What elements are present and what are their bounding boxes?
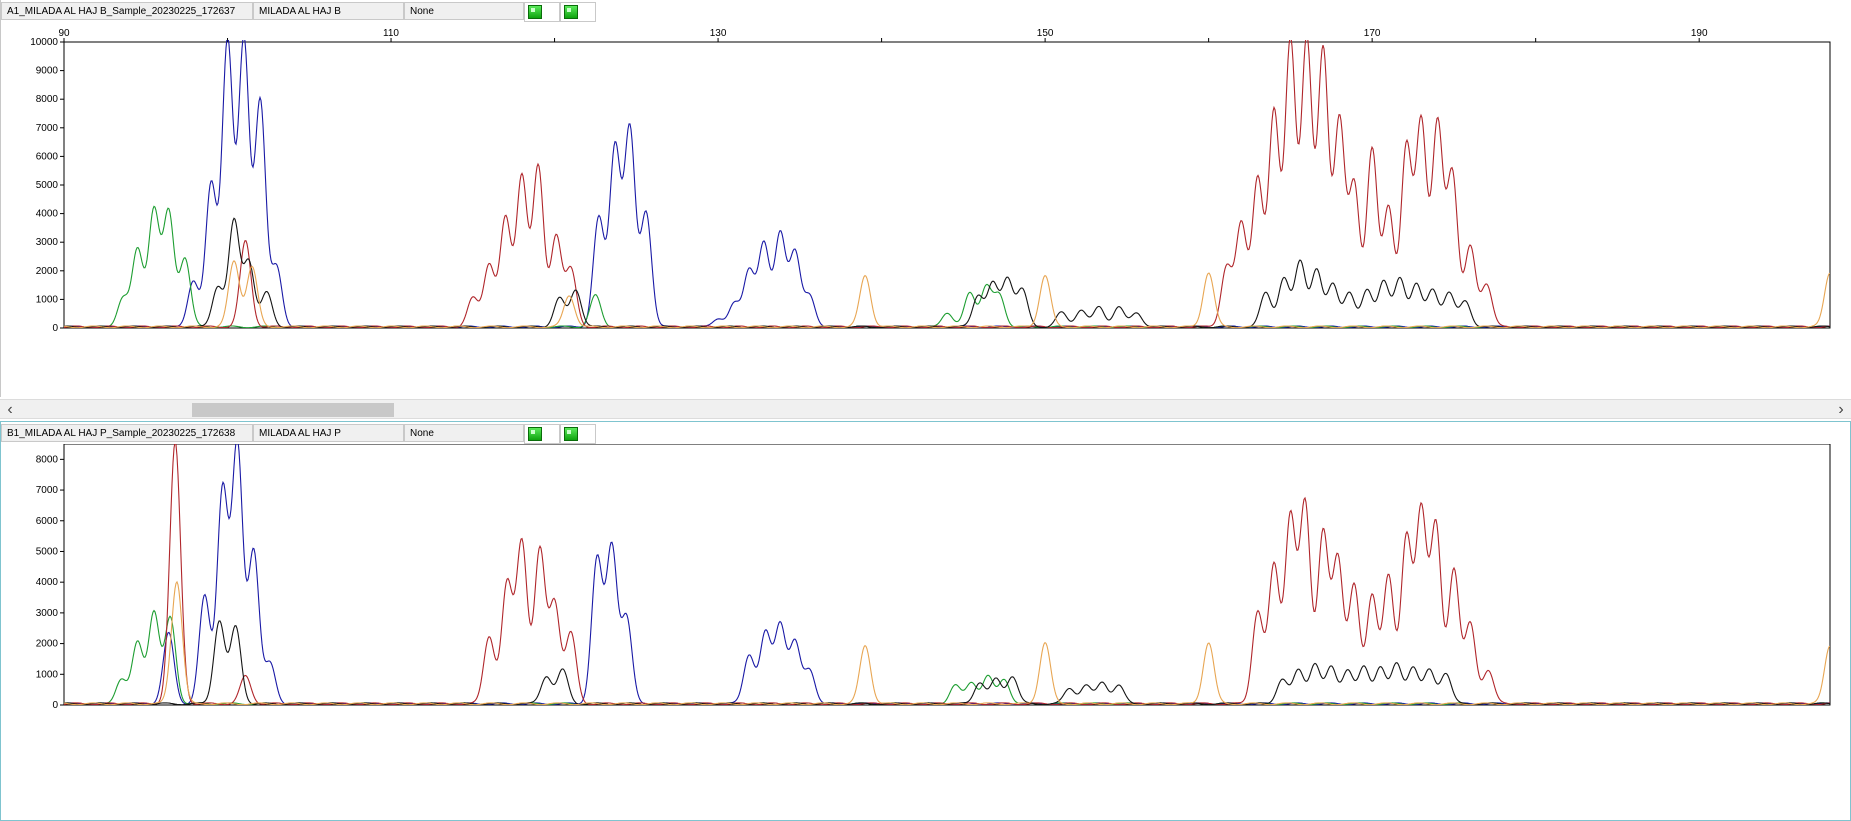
allele-quality-button[interactable] (560, 424, 596, 444)
sample-file-name[interactable]: A1_MILADA AL HAJ B_Sample_20230225_17263… (1, 2, 253, 20)
allele-quality-button[interactable] (560, 2, 596, 22)
plot-frame (63, 444, 1831, 706)
y-tick-label: 7000 (36, 485, 59, 496)
x-axis: 90 110 130 150 170 190 (58, 28, 1708, 42)
dye-trace-blue (64, 40, 1830, 328)
dye-trace-black (64, 620, 1830, 705)
dye-trace-black (64, 217, 1830, 328)
panel-name[interactable]: None (404, 424, 524, 442)
dye-trace-green (64, 609, 1830, 705)
y-tick-label: 10000 (30, 37, 58, 48)
electropherogram-plot[interactable]: 90 110 130 150 170 190 0 1000 2000 3000 4000 5000 60… (1, 22, 1851, 397)
sample-header: B1_MILADA AL HAJ P_Sample_20230225_17263… (1, 422, 601, 444)
y-tick-label: 0 (52, 700, 58, 711)
y-tick-label: 0 (52, 323, 58, 334)
scroll-right-icon[interactable]: › (1838, 401, 1844, 418)
y-tick-label: 2000 (36, 266, 59, 277)
green-square-icon (564, 427, 578, 441)
dye-trace-blue (64, 444, 1830, 705)
x-tick-label: 170 (1364, 28, 1381, 39)
x-tick-label: 130 (710, 28, 727, 39)
plot-frame (63, 41, 1831, 329)
sample-name[interactable]: MILADA AL HAJ B (253, 2, 404, 20)
y-axis: 0 1000 2000 3000 4000 5000 6000 7000 8000 (36, 454, 64, 711)
y-tick-label: 8000 (36, 94, 59, 105)
x-tick-label: 110 (383, 28, 399, 39)
dye-trace-orange (64, 259, 1830, 328)
y-tick-label: 1000 (36, 294, 59, 305)
y-tick-label: 3000 (36, 237, 59, 248)
y-tick-label: 9000 (36, 66, 59, 77)
y-tick-label: 5000 (36, 546, 59, 557)
sizing-quality-button[interactable] (524, 424, 560, 444)
y-tick-label: 2000 (36, 639, 59, 650)
y-tick-label: 5000 (36, 180, 59, 191)
y-tick-label: 4000 (36, 209, 59, 220)
sample-header: A1_MILADA AL HAJ B_Sample_20230225_17263… (1, 0, 601, 22)
y-axis: 0 1000 2000 3000 4000 5000 6000 7000 8000 9000 100… (30, 37, 64, 334)
electropherogram-plot[interactable]: 9011013015017019001000200030004000500060… (1, 444, 1850, 820)
y-tick-label: 7000 (36, 123, 59, 134)
scrollbar-thumb[interactable] (192, 403, 394, 417)
horizontal-scrollbar[interactable]: ‹ › (0, 399, 1851, 419)
green-square-icon (528, 427, 542, 441)
dye-trace-red (64, 444, 1830, 705)
dye-trace-orange (64, 580, 1830, 705)
y-tick-label: 6000 (36, 151, 59, 162)
x-tick-label: 150 (1037, 28, 1054, 39)
dye-trace-green (64, 205, 1830, 328)
sizing-quality-button[interactable] (524, 2, 560, 22)
green-square-icon (564, 5, 578, 19)
y-tick-label: 1000 (36, 669, 59, 680)
sample-panel-a: A1_MILADA AL HAJ B_Sample_20230225_17263… (0, 0, 1851, 397)
x-tick-label: 90 (58, 28, 70, 39)
sample-panel-b: B1_MILADA AL HAJ P_Sample_20230225_17263… (0, 421, 1851, 821)
sample-name[interactable]: MILADA AL HAJ P (253, 424, 404, 442)
dye-trace-red (64, 40, 1830, 328)
x-tick-label: 190 (1691, 28, 1708, 39)
y-tick-label: 3000 (36, 608, 59, 619)
sample-file-name[interactable]: B1_MILADA AL HAJ P_Sample_20230225_17263… (1, 424, 253, 442)
scroll-left-icon[interactable]: ‹ (7, 401, 13, 418)
y-tick-label: 6000 (36, 516, 59, 527)
y-tick-label: 4000 (36, 577, 59, 588)
y-tick-label: 8000 (36, 454, 59, 465)
panel-name[interactable]: None (404, 2, 524, 20)
green-square-icon (528, 5, 542, 19)
